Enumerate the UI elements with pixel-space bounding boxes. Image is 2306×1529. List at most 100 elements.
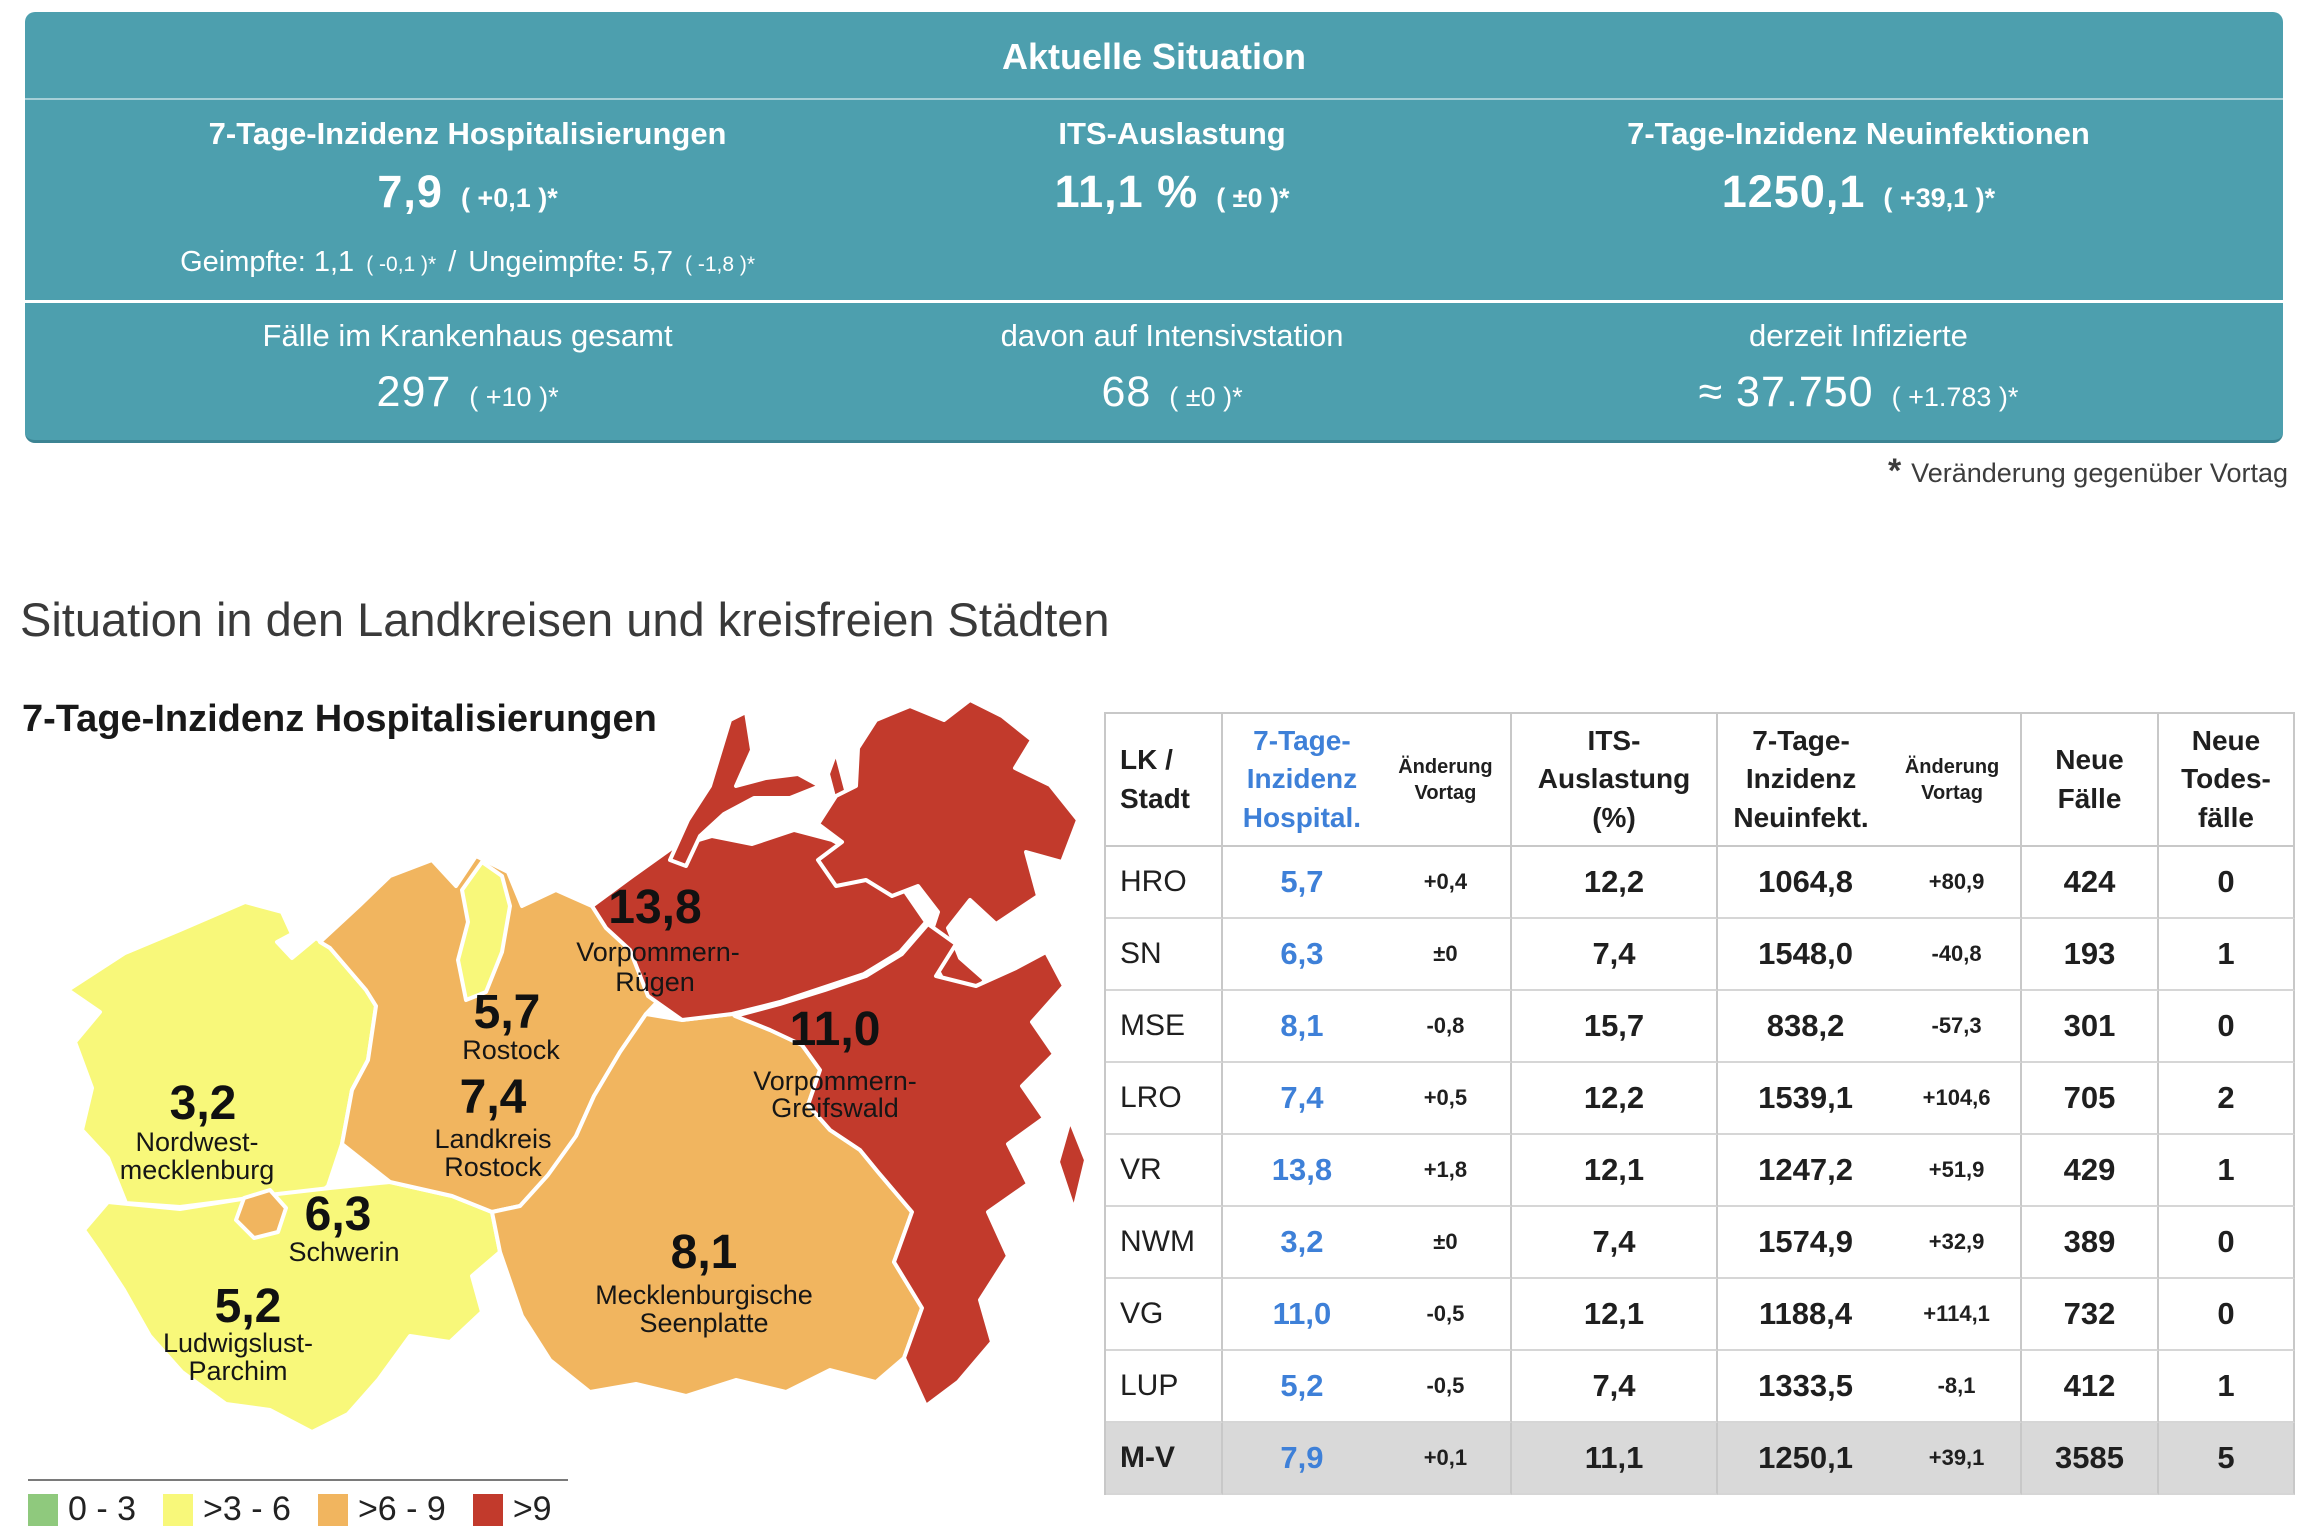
- stat-label: davon auf Intensivstation: [1000, 318, 1344, 353]
- table-cell-newinfect: 1064,8 +80,9: [1718, 847, 2022, 919]
- map-title: 7-Tage-Inzidenz Hospitalisierungen: [22, 698, 657, 740]
- map-region-vorpommern-greifswald: [733, 922, 1088, 1408]
- hosp-change: -0,5: [1426, 1373, 1465, 1398]
- newinfect-change: -8,1: [1937, 1373, 1976, 1398]
- hosp-change: +1,8: [1423, 1157, 1468, 1182]
- newinfect-value: 838,2: [1766, 1008, 1845, 1043]
- table-cell-new-cases: 732: [2022, 1279, 2159, 1351]
- legend-label: >9: [512, 1490, 552, 1528]
- map-region-name: Vorpommern-: [576, 937, 740, 967]
- table-cell-new-deaths: 1: [2159, 1135, 2295, 1207]
- table-cell-hosp: 13,8 +1,8: [1223, 1135, 1512, 1207]
- map-region-name: Vorpommern-: [753, 1066, 917, 1096]
- stat-icu-cases: davon auf Intensivstation 68 ( ±0 )*: [910, 314, 1434, 417]
- map-label-nordwestmecklenburg: 3,2 Nordwest- mecklenburg: [120, 1077, 275, 1185]
- table-cell-hosp: 3,2 ±0: [1223, 1207, 1512, 1279]
- map-region-name: Schwerin: [288, 1237, 399, 1267]
- table-cell-new-cases: 429: [2022, 1135, 2159, 1207]
- legend-swatch-yellow: [163, 1493, 194, 1526]
- table-cell-new-deaths: 5: [2159, 1423, 2295, 1495]
- map-region-vorpommern-ruegen: [590, 698, 1080, 1022]
- newinfect-change: +32,9: [1928, 1229, 1985, 1254]
- stat-change: ( +0,1 )*: [460, 183, 558, 213]
- hosp-change: ±0: [1433, 941, 1458, 966]
- newinfect-value: 1548,0: [1758, 936, 1853, 971]
- table-cell-newinfect: 1250,1 +39,1: [1718, 1423, 2022, 1495]
- table-cell-hosp: 5,7 +0,4: [1223, 847, 1512, 919]
- table-cell-hosp: 8,1 -0,8: [1223, 991, 1512, 1063]
- table-cell-icu: 12,2: [1512, 1063, 1718, 1135]
- stat-change: ( ±0 )*: [1169, 382, 1243, 412]
- col-header-new-cases: Neue Fälle: [2022, 714, 2159, 847]
- hosp-value: 8,1: [1280, 1008, 1324, 1043]
- stat-value: ≈ 37.750: [1698, 368, 1874, 416]
- map-region-name: Rostock: [444, 1152, 542, 1182]
- table-cell-icu: 7,4: [1512, 919, 1718, 991]
- stat-new-infections: 7-Tage-Inzidenz Neuinfektionen 1250,1 ( …: [1434, 112, 2283, 279]
- table-cell-newinfect: 1188,4 +114,1: [1718, 1279, 2022, 1351]
- table-row-lk: NWM: [1106, 1207, 1223, 1279]
- hosp-change: -0,8: [1426, 1013, 1465, 1038]
- col-header-newinfect-change: Änderung Vortag: [1904, 755, 2000, 804]
- newinfect-change: -57,3: [1931, 1013, 1982, 1038]
- stat-label: 7-Tage-Inzidenz Hospitalisierungen: [208, 116, 727, 151]
- map-label-vorpommern-greifswald: 11,0 Vorpommern- Greifswald: [753, 1003, 917, 1123]
- legend-item-green: 0 - 3: [28, 1490, 136, 1529]
- overview-separator-middle: [25, 300, 2283, 303]
- table-cell-newinfect: 838,2 -57,3: [1718, 991, 2022, 1063]
- table-cell-icu: 15,7: [1512, 991, 1718, 1063]
- map-label-vorpommern-ruegen: 13,8 Vorpommern- Rügen: [576, 881, 740, 997]
- stat-change: ( +10 )*: [469, 382, 559, 412]
- legend-label: >3 - 6: [203, 1490, 291, 1528]
- split-separator: /: [448, 246, 457, 278]
- newinfect-change: +39,1: [1928, 1445, 1985, 1470]
- stat-value: 68: [1101, 368, 1152, 416]
- table-cell-new-deaths: 1: [2159, 1351, 2295, 1423]
- vaccinated-change: ( -0,1 )*: [366, 253, 437, 276]
- table-cell-new-cases: 424: [2022, 847, 2159, 919]
- legend-item-red: >9: [472, 1490, 552, 1529]
- table-cell-hosp: 5,2 -0,5: [1223, 1351, 1512, 1423]
- legend-divider: [28, 1479, 568, 1481]
- map-region-ludwigslust-parchim: [82, 1180, 502, 1434]
- table-cell-new-cases: 301: [2022, 991, 2159, 1063]
- overview-panel: Aktuelle Situation 7-Tage-Inzidenz Hospi…: [25, 12, 2283, 443]
- map-region-name: Ludwigslust-: [163, 1328, 313, 1358]
- table-cell-newinfect: 1247,2 +51,9: [1718, 1135, 2022, 1207]
- table-row-lk-total: M-V: [1106, 1423, 1223, 1495]
- overview-bottom-row: Fälle im Krankenhaus gesamt 297 ( +10 )*…: [25, 314, 2283, 417]
- stat-value: 1250,1: [1721, 166, 1866, 217]
- districts-table: LK / Stadt 7-Tage- Inzidenz Hospital. Än…: [1104, 712, 2295, 1495]
- table-cell-icu: 12,2: [1512, 847, 1718, 919]
- map-region-name: Nordwest-: [135, 1127, 258, 1157]
- stat-label: Fälle im Krankenhaus gesamt: [262, 318, 673, 353]
- hosp-change: +0,1: [1423, 1445, 1468, 1470]
- newinfect-change: +80,9: [1928, 869, 1985, 894]
- hosp-change: +0,5: [1423, 1085, 1468, 1110]
- map-region-name: Mecklenburgische: [595, 1280, 813, 1310]
- hosp-value: 11,0: [1272, 1296, 1332, 1331]
- stat-label: derzeit Infizierte: [1749, 318, 1968, 353]
- hosp-value: 3,2: [1280, 1224, 1324, 1259]
- newinfect-value: 1188,4: [1759, 1296, 1853, 1331]
- table-cell-newinfect: 1548,0 -40,8: [1718, 919, 2022, 991]
- table-cell-new-deaths: 1: [2159, 919, 2295, 991]
- table-row-lk: MSE: [1106, 991, 1223, 1063]
- table-cell-new-deaths: 0: [2159, 991, 2295, 1063]
- legend-swatch-orange: [317, 1493, 348, 1526]
- unvaccinated-change: ( -1,8 )*: [685, 253, 756, 276]
- legend-label: 0 - 3: [68, 1490, 137, 1528]
- stat-change: ( +39,1 )*: [1883, 183, 1996, 213]
- stat-value: 11,1 %: [1054, 166, 1199, 217]
- legend-item-yellow: >3 - 6: [163, 1490, 291, 1529]
- table-cell-icu: 7,4: [1512, 1207, 1718, 1279]
- map-label-rostock-stadt: 5,7 Rostock: [462, 986, 560, 1065]
- map-label-ludwigslust-parchim: 5,2 Ludwigslust- Parchim: [163, 1280, 313, 1386]
- map-region-schwerin: [234, 1188, 288, 1240]
- col-header-new-deaths: Neue Todes- fälle: [2159, 714, 2295, 847]
- hosp-change: +0,4: [1423, 869, 1468, 894]
- table-cell-new-deaths: 2: [2159, 1063, 2295, 1135]
- footnote-asterisk: *: [1887, 452, 1902, 490]
- map-label-mecklenburgische-seenplatte: 8,1 Mecklenburgische Seenplatte: [595, 1226, 813, 1338]
- table-cell-icu: 12,1: [1512, 1279, 1718, 1351]
